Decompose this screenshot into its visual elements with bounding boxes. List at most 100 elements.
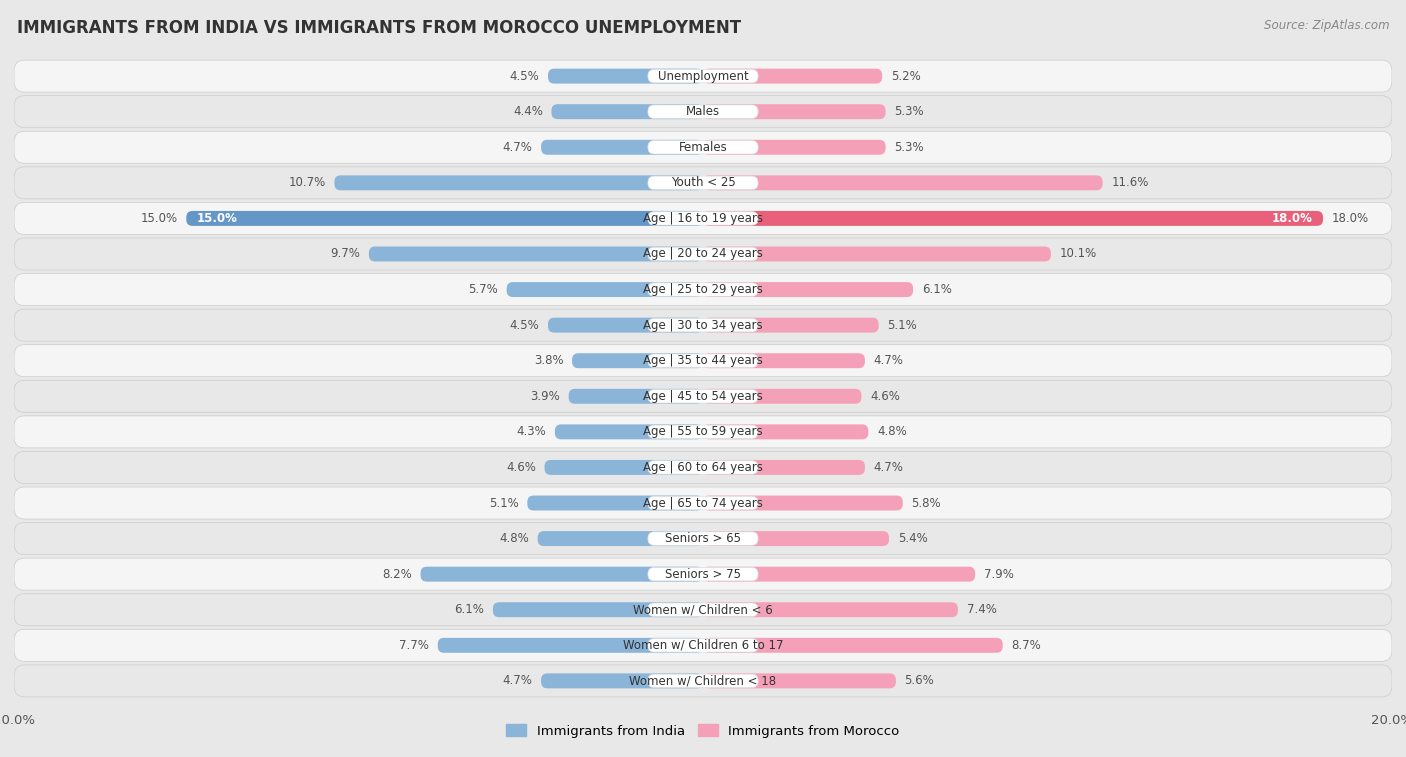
FancyBboxPatch shape bbox=[703, 496, 903, 510]
Text: 4.4%: 4.4% bbox=[513, 105, 543, 118]
FancyBboxPatch shape bbox=[648, 176, 758, 189]
FancyBboxPatch shape bbox=[703, 354, 865, 368]
Text: Seniors > 65: Seniors > 65 bbox=[665, 532, 741, 545]
Text: 3.8%: 3.8% bbox=[534, 354, 564, 367]
FancyBboxPatch shape bbox=[648, 283, 758, 296]
FancyBboxPatch shape bbox=[541, 674, 703, 688]
FancyBboxPatch shape bbox=[648, 212, 758, 225]
FancyBboxPatch shape bbox=[703, 176, 1102, 190]
Text: Women w/ Children < 18: Women w/ Children < 18 bbox=[630, 674, 776, 687]
FancyBboxPatch shape bbox=[437, 638, 703, 653]
FancyBboxPatch shape bbox=[703, 674, 896, 688]
FancyBboxPatch shape bbox=[548, 318, 703, 332]
Text: 4.6%: 4.6% bbox=[870, 390, 900, 403]
Text: Males: Males bbox=[686, 105, 720, 118]
FancyBboxPatch shape bbox=[703, 69, 882, 83]
FancyBboxPatch shape bbox=[703, 282, 912, 297]
Text: 5.3%: 5.3% bbox=[894, 105, 924, 118]
FancyBboxPatch shape bbox=[14, 522, 1392, 555]
FancyBboxPatch shape bbox=[648, 70, 758, 83]
Text: 5.6%: 5.6% bbox=[904, 674, 934, 687]
FancyBboxPatch shape bbox=[703, 318, 879, 332]
Text: Age | 30 to 34 years: Age | 30 to 34 years bbox=[643, 319, 763, 332]
FancyBboxPatch shape bbox=[544, 460, 703, 475]
Text: Seniors > 75: Seniors > 75 bbox=[665, 568, 741, 581]
Text: 15.0%: 15.0% bbox=[141, 212, 177, 225]
Text: Women w/ Children 6 to 17: Women w/ Children 6 to 17 bbox=[623, 639, 783, 652]
Text: IMMIGRANTS FROM INDIA VS IMMIGRANTS FROM MOROCCO UNEMPLOYMENT: IMMIGRANTS FROM INDIA VS IMMIGRANTS FROM… bbox=[17, 19, 741, 37]
Text: 4.7%: 4.7% bbox=[873, 461, 904, 474]
Text: Age | 35 to 44 years: Age | 35 to 44 years bbox=[643, 354, 763, 367]
Text: 4.5%: 4.5% bbox=[509, 319, 540, 332]
FancyBboxPatch shape bbox=[703, 425, 869, 439]
Text: Age | 55 to 59 years: Age | 55 to 59 years bbox=[643, 425, 763, 438]
FancyBboxPatch shape bbox=[494, 603, 703, 617]
Text: 18.0%: 18.0% bbox=[1331, 212, 1369, 225]
FancyBboxPatch shape bbox=[703, 567, 976, 581]
Text: 4.8%: 4.8% bbox=[499, 532, 529, 545]
Text: Age | 25 to 29 years: Age | 25 to 29 years bbox=[643, 283, 763, 296]
FancyBboxPatch shape bbox=[648, 425, 758, 438]
Text: 5.4%: 5.4% bbox=[897, 532, 928, 545]
FancyBboxPatch shape bbox=[703, 247, 1050, 261]
Text: 4.5%: 4.5% bbox=[509, 70, 540, 83]
Text: 5.3%: 5.3% bbox=[894, 141, 924, 154]
Text: 5.2%: 5.2% bbox=[891, 70, 921, 83]
Text: 6.1%: 6.1% bbox=[454, 603, 484, 616]
Text: 10.7%: 10.7% bbox=[288, 176, 326, 189]
Text: 5.7%: 5.7% bbox=[468, 283, 498, 296]
FancyBboxPatch shape bbox=[648, 639, 758, 652]
FancyBboxPatch shape bbox=[648, 248, 758, 260]
FancyBboxPatch shape bbox=[703, 211, 1323, 226]
FancyBboxPatch shape bbox=[420, 567, 703, 581]
FancyBboxPatch shape bbox=[568, 389, 703, 403]
FancyBboxPatch shape bbox=[186, 211, 703, 226]
FancyBboxPatch shape bbox=[14, 202, 1392, 235]
Text: 5.1%: 5.1% bbox=[887, 319, 917, 332]
FancyBboxPatch shape bbox=[14, 665, 1392, 697]
FancyBboxPatch shape bbox=[527, 496, 703, 510]
FancyBboxPatch shape bbox=[14, 95, 1392, 128]
Text: 10.1%: 10.1% bbox=[1060, 248, 1097, 260]
FancyBboxPatch shape bbox=[14, 167, 1392, 199]
FancyBboxPatch shape bbox=[648, 568, 758, 581]
Text: 11.6%: 11.6% bbox=[1111, 176, 1149, 189]
Text: 5.1%: 5.1% bbox=[489, 497, 519, 509]
Text: 6.1%: 6.1% bbox=[922, 283, 952, 296]
FancyBboxPatch shape bbox=[537, 531, 703, 546]
Text: 4.8%: 4.8% bbox=[877, 425, 907, 438]
FancyBboxPatch shape bbox=[703, 531, 889, 546]
FancyBboxPatch shape bbox=[14, 273, 1392, 306]
Text: Age | 16 to 19 years: Age | 16 to 19 years bbox=[643, 212, 763, 225]
FancyBboxPatch shape bbox=[14, 380, 1392, 413]
FancyBboxPatch shape bbox=[703, 638, 1002, 653]
FancyBboxPatch shape bbox=[703, 460, 865, 475]
Text: Unemployment: Unemployment bbox=[658, 70, 748, 83]
Text: 4.3%: 4.3% bbox=[516, 425, 547, 438]
Text: 4.7%: 4.7% bbox=[502, 141, 533, 154]
Legend: Immigrants from India, Immigrants from Morocco: Immigrants from India, Immigrants from M… bbox=[501, 719, 905, 743]
FancyBboxPatch shape bbox=[648, 497, 758, 509]
Text: 8.7%: 8.7% bbox=[1011, 639, 1040, 652]
FancyBboxPatch shape bbox=[14, 451, 1392, 484]
FancyBboxPatch shape bbox=[551, 104, 703, 119]
Text: 3.9%: 3.9% bbox=[530, 390, 560, 403]
FancyBboxPatch shape bbox=[703, 389, 862, 403]
Text: Females: Females bbox=[679, 141, 727, 154]
Text: 4.7%: 4.7% bbox=[502, 674, 533, 687]
FancyBboxPatch shape bbox=[506, 282, 703, 297]
FancyBboxPatch shape bbox=[703, 140, 886, 154]
Text: 4.7%: 4.7% bbox=[873, 354, 904, 367]
FancyBboxPatch shape bbox=[648, 141, 758, 154]
FancyBboxPatch shape bbox=[555, 425, 703, 439]
FancyBboxPatch shape bbox=[648, 461, 758, 474]
FancyBboxPatch shape bbox=[541, 140, 703, 154]
Text: 7.4%: 7.4% bbox=[966, 603, 997, 616]
Text: Women w/ Children < 6: Women w/ Children < 6 bbox=[633, 603, 773, 616]
FancyBboxPatch shape bbox=[14, 344, 1392, 377]
FancyBboxPatch shape bbox=[703, 104, 886, 119]
Text: 5.8%: 5.8% bbox=[911, 497, 941, 509]
FancyBboxPatch shape bbox=[14, 487, 1392, 519]
FancyBboxPatch shape bbox=[14, 416, 1392, 448]
FancyBboxPatch shape bbox=[648, 319, 758, 332]
